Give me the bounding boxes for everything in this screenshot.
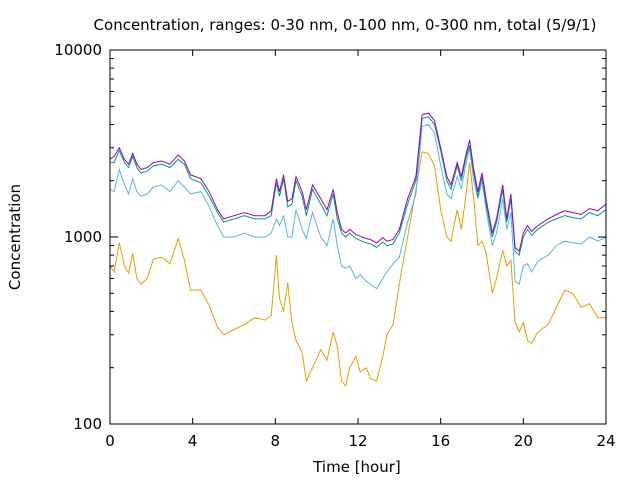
x-axis-label: Time [hour] bbox=[312, 458, 401, 476]
series-line-1 bbox=[109, 151, 606, 387]
x-tick-label: 24 bbox=[596, 432, 615, 450]
y-tick-label: 100 bbox=[73, 415, 102, 433]
series-line-2 bbox=[109, 123, 607, 290]
y-tick-label: 1000 bbox=[64, 228, 102, 246]
axis-layer: 0 4 8 12 16 20 24 100 1000 10000 bbox=[54, 41, 615, 450]
x-tick-label: 8 bbox=[271, 432, 281, 450]
chart-title: Concentration, ranges: 0-30 nm, 0-100 nm… bbox=[94, 16, 597, 34]
x-tick-label: 0 bbox=[105, 432, 115, 450]
x-tick-label: 4 bbox=[188, 432, 198, 450]
y-tick-label: 10000 bbox=[54, 41, 102, 59]
x-tick-label: 12 bbox=[348, 432, 367, 450]
x-tick-label: 20 bbox=[514, 432, 533, 450]
y-axis-label: Concentration bbox=[6, 184, 24, 290]
x-tick-label: 16 bbox=[431, 432, 450, 450]
series-line-4 bbox=[109, 112, 607, 253]
series-layer bbox=[109, 112, 607, 387]
